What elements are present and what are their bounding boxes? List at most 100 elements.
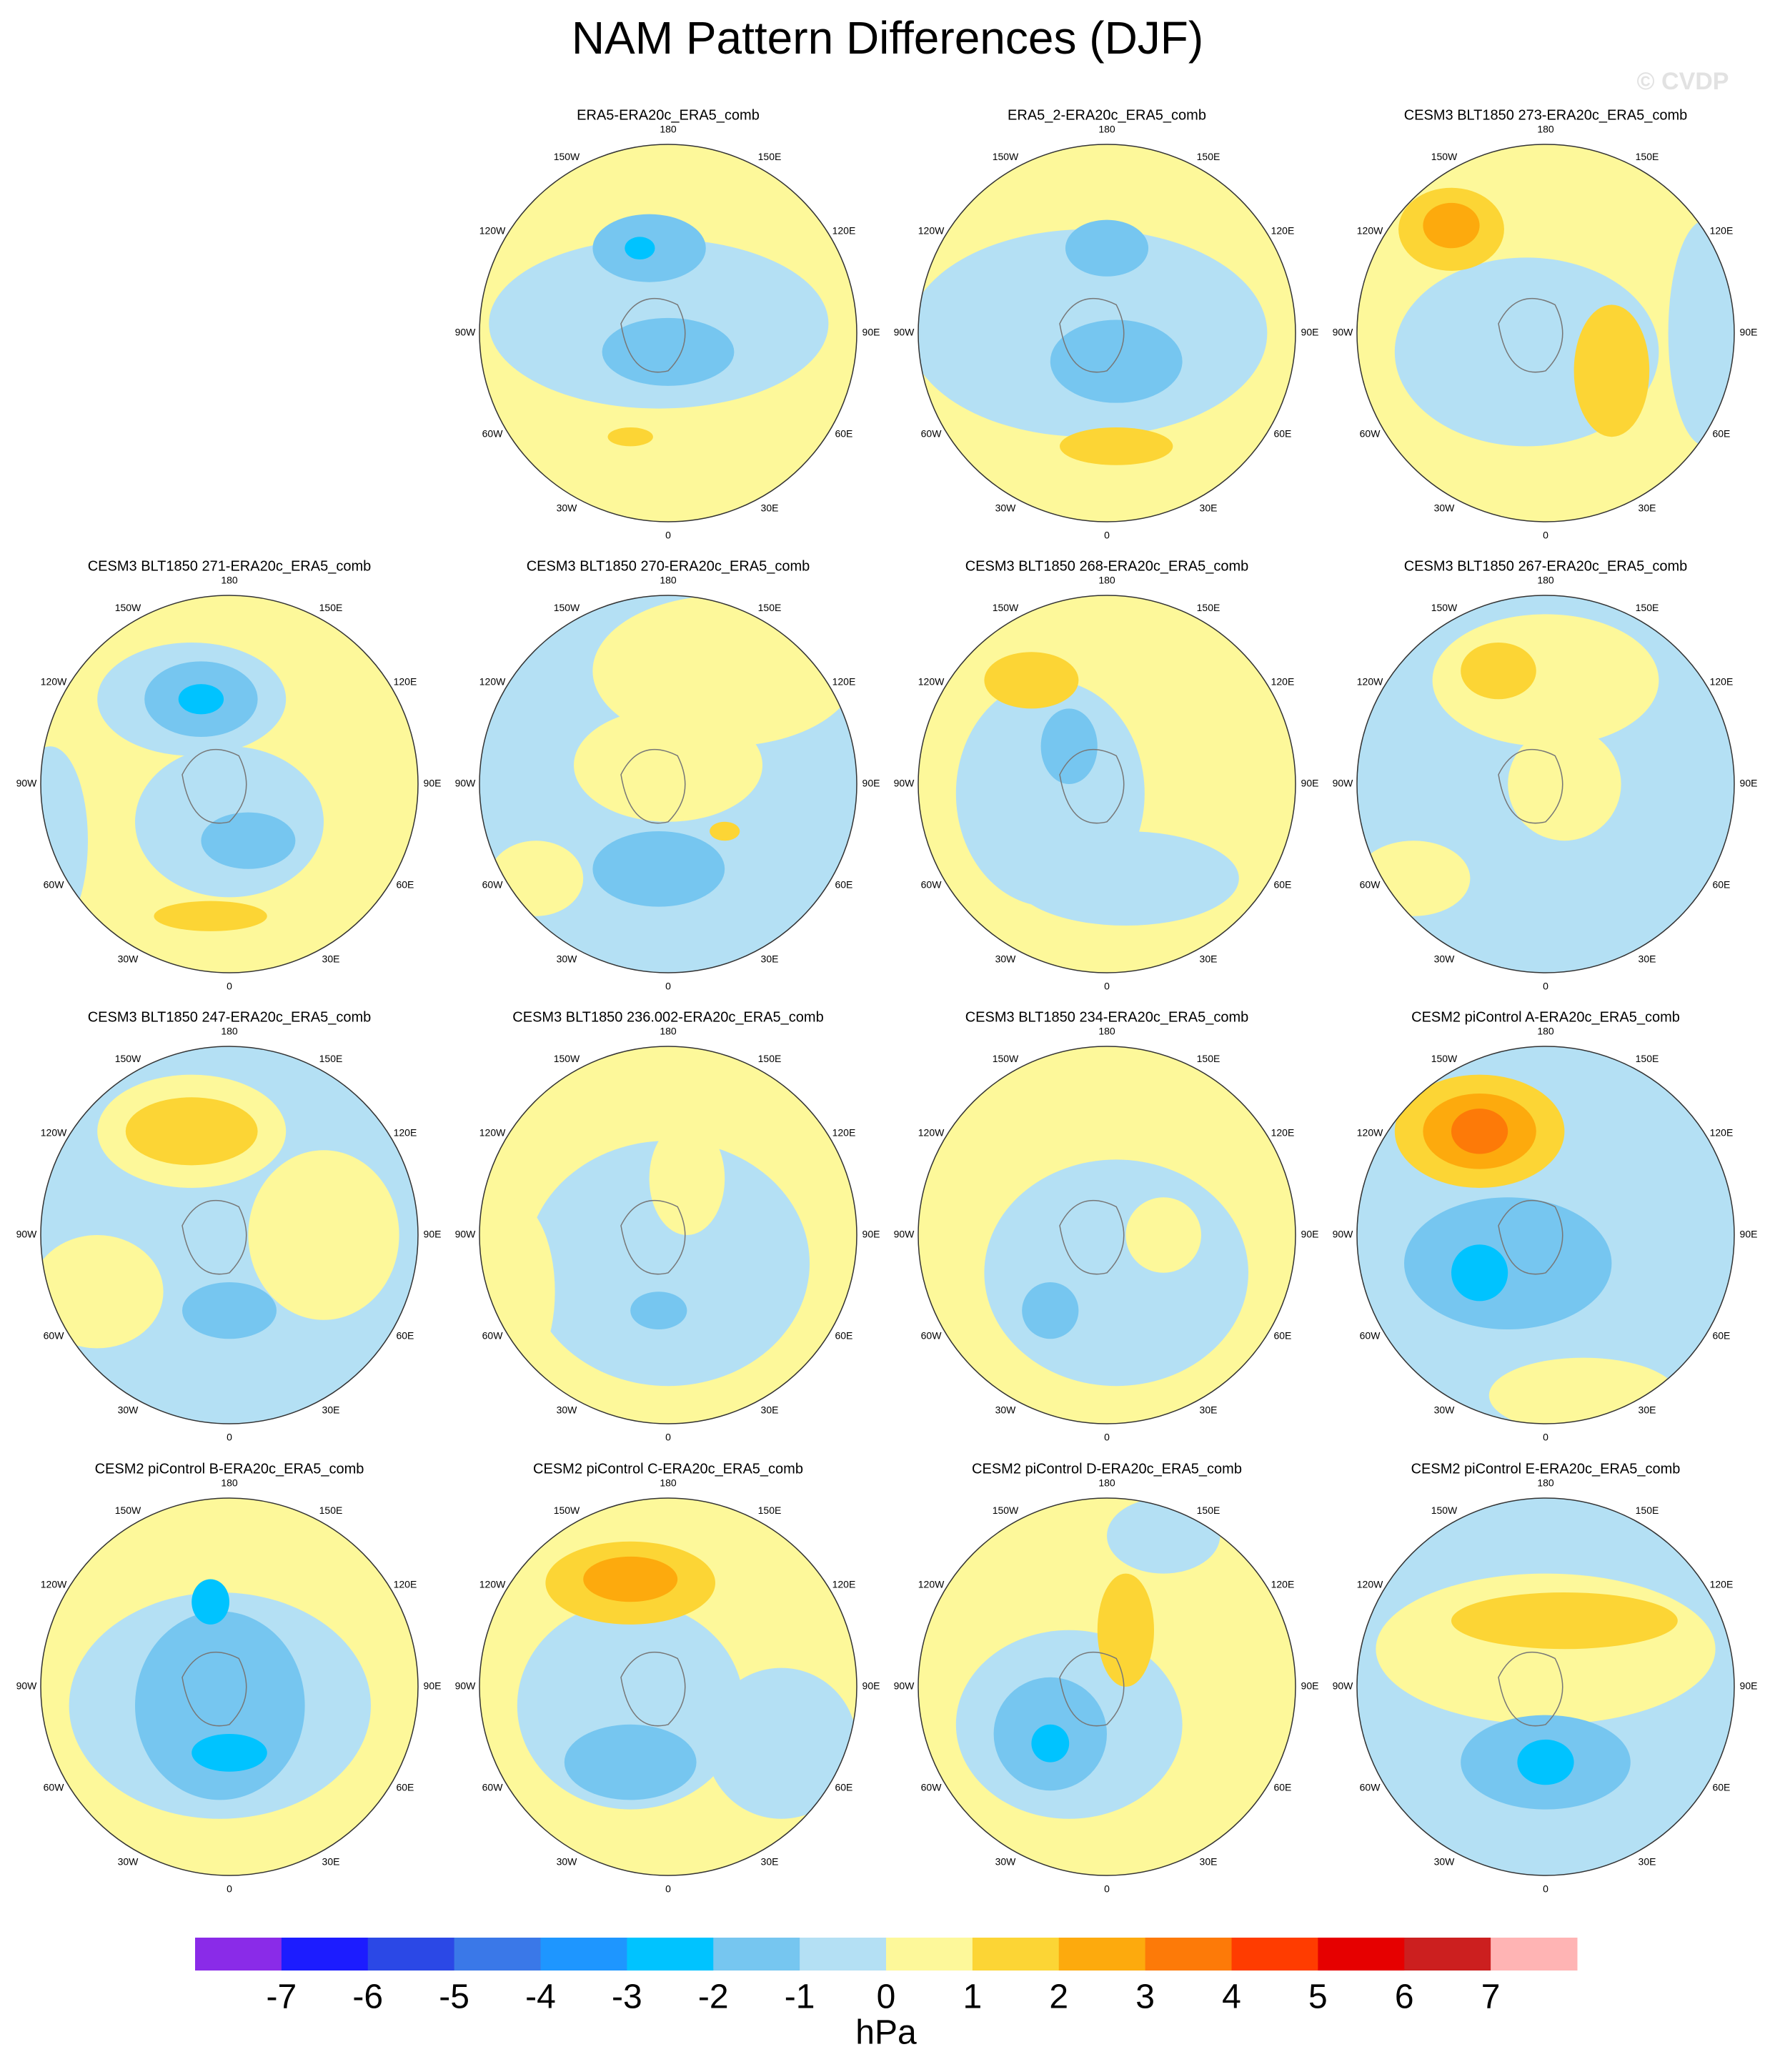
lon-label: 90W <box>894 1680 915 1692</box>
panel-title: CESM3 BLT1850 271-ERA20c_ERA5_comb <box>88 558 372 574</box>
panel-title: ERA5_2-ERA20c_ERA5_comb <box>1008 107 1206 123</box>
lon-label: 150E <box>1636 1505 1659 1516</box>
lon-label: 120E <box>1710 225 1734 237</box>
field-blob <box>178 684 224 715</box>
map-border <box>1356 595 1735 973</box>
field <box>479 1498 857 1875</box>
lon-label: 90E <box>424 1680 442 1692</box>
lon-label: 60E <box>1273 1782 1291 1793</box>
field-blob <box>1060 427 1173 465</box>
lon-label: 60E <box>1712 1330 1730 1342</box>
lon-label: 150E <box>319 602 343 613</box>
lon-label: 150E <box>758 1053 782 1064</box>
coastline <box>182 1651 247 1727</box>
field-blob <box>630 1292 687 1329</box>
coastline <box>1498 748 1563 824</box>
lon-label: 0 <box>227 1432 232 1443</box>
field <box>1357 1046 1734 1424</box>
colorbar-label: -7 <box>267 1978 297 2016</box>
field-blob <box>134 1611 305 1800</box>
lon-label: 180 <box>1098 124 1115 135</box>
map-border <box>1356 1046 1735 1424</box>
lon-label: 90W <box>16 778 38 789</box>
coastline <box>620 297 686 373</box>
lon-label: 30E <box>322 1404 340 1416</box>
map-panel: CESM2 piControl D-ERA20c_ERA5_comb 0 30E 60… <box>894 1461 1319 1894</box>
field <box>1357 595 1734 973</box>
colorbar-box <box>1058 1938 1146 1971</box>
field-blob <box>1451 1244 1508 1302</box>
lon-label: 150E <box>1197 1053 1220 1064</box>
field <box>918 144 1296 522</box>
map-border <box>1356 144 1735 522</box>
map-panel: CESM3 BLT1850 270-ERA20c_ERA5_comb 0 30E 60… <box>455 558 880 991</box>
colorbar-label: -6 <box>352 1978 383 2016</box>
field-blob <box>1022 1282 1079 1339</box>
colorbar-label: -1 <box>785 1978 815 2016</box>
lon-label: 60E <box>1273 879 1291 891</box>
lon-label: 30W <box>995 1856 1017 1868</box>
panel-title: CESM3 BLT1850 247-ERA20c_ERA5_comb <box>88 1009 372 1025</box>
lon-label: 0 <box>665 981 671 992</box>
map-panel: ERA5_2-ERA20c_ERA5_comb 0 30E 60E 90E 120E 150… <box>894 107 1319 540</box>
lon-label: 30W <box>1434 502 1456 514</box>
lon-label: 90W <box>455 1680 477 1692</box>
lon-label: 150W <box>993 151 1019 162</box>
lon-label: 0 <box>227 981 232 992</box>
lon-label: 150E <box>1636 1053 1659 1064</box>
colorbar-label: 4 <box>1222 1978 1241 2016</box>
field-blob <box>1517 1739 1574 1785</box>
lon-label: 120E <box>1271 1127 1295 1139</box>
lon-label: 180 <box>1537 575 1554 586</box>
lon-label: 120E <box>394 1127 417 1139</box>
map-panel: CESM3 BLT1850 273-ERA20c_ERA5_comb 0 30E 60… <box>1333 107 1758 540</box>
lon-label: 30E <box>761 1404 779 1416</box>
lon-label: 150E <box>758 151 782 162</box>
lon-label: 30E <box>1639 502 1656 514</box>
lon-label: 0 <box>1104 981 1110 992</box>
lon-label: 150W <box>1431 1053 1458 1064</box>
colorbar-box <box>367 1938 455 1971</box>
lon-label: 30E <box>1639 953 1656 965</box>
lon-label: 60E <box>1273 428 1291 440</box>
lon-label: 0 <box>665 530 671 541</box>
lon-label: 30E <box>761 502 779 514</box>
colorbar-box <box>972 1938 1060 1971</box>
panel-title: CESM3 BLT1850 268-ERA20c_ERA5_comb <box>965 558 1249 574</box>
lon-label: 120E <box>394 676 417 688</box>
panel-title: CESM2 piControl D-ERA20c_ERA5_comb <box>972 1461 1242 1477</box>
field-blob <box>192 1579 229 1625</box>
lon-label: 150E <box>1636 151 1659 162</box>
lon-label: 150E <box>758 602 782 613</box>
lon-label: 30E <box>322 1856 340 1868</box>
lon-label: 120E <box>832 1579 856 1590</box>
figure-title: NAM Pattern Differences (DJF) <box>572 12 1203 64</box>
field-blob <box>1013 831 1239 926</box>
lon-label: 60E <box>1712 879 1730 891</box>
field-blob <box>125 1097 258 1166</box>
map-panel: CESM2 piControl C-ERA20c_ERA5_comb 0 30E 60… <box>455 1461 880 1894</box>
field-blob <box>710 821 740 841</box>
lon-label: 60E <box>1273 1330 1291 1342</box>
lon-label: 90W <box>455 1229 477 1240</box>
lon-label: 120W <box>1357 676 1383 688</box>
coastline <box>1498 1199 1563 1275</box>
coastline <box>620 748 686 824</box>
lon-label: 120E <box>1710 1579 1734 1590</box>
lon-label: 150E <box>319 1053 343 1064</box>
map-border <box>479 595 857 973</box>
lon-label: 60E <box>835 879 852 891</box>
panel-title: CESM2 piControl E-ERA20c_ERA5_comb <box>1411 1461 1681 1477</box>
lon-label: 150W <box>993 1505 1019 1516</box>
lon-label: 60E <box>396 1330 414 1342</box>
lon-label: 90E <box>424 778 442 789</box>
lon-label: 0 <box>1543 1432 1548 1443</box>
map-panel: CESM3 BLT1850 271-ERA20c_ERA5_comb 0 30E 60… <box>16 558 442 992</box>
lon-label: 90E <box>1301 327 1319 338</box>
field <box>918 1498 1296 1875</box>
lon-label: 150W <box>115 602 141 613</box>
lon-label: 150W <box>554 1053 580 1064</box>
field-blob <box>41 1235 164 1349</box>
lon-label: 0 <box>227 1883 232 1895</box>
